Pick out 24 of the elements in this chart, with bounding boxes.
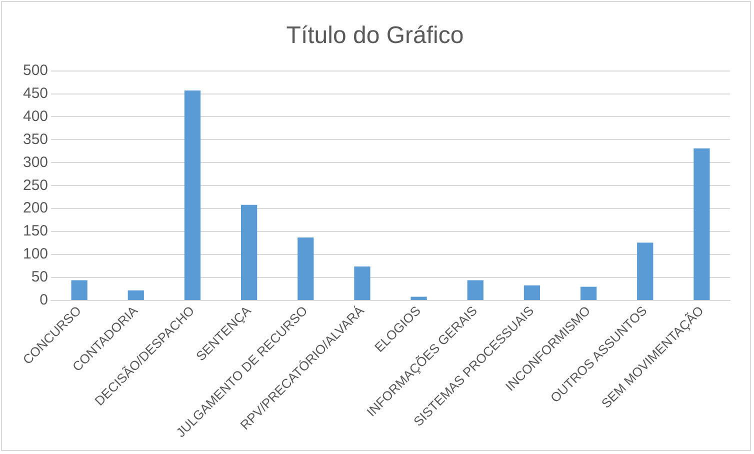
y-tick-label: 150 [22,222,48,240]
bar [128,290,144,300]
bar [298,238,314,300]
bar [71,280,88,300]
y-tick-label: 350 [22,130,48,148]
bar [354,266,370,300]
bar [524,285,540,300]
y-tick-label: 450 [22,84,48,102]
bar [580,286,597,300]
bar [241,204,258,300]
y-tick-label: 100 [22,246,48,263]
bar [410,296,427,300]
chart-title: Título do Gráfico [286,22,464,50]
y-tick-label: 300 [22,154,48,171]
bar [637,242,654,300]
bar [184,90,201,300]
y-tick-label: 200 [22,200,48,217]
bar [694,148,710,300]
bar [467,280,484,300]
y-tick-label: 500 [22,62,48,79]
y-tick-label: 0 [40,292,48,309]
y-tick-label: 250 [22,176,48,194]
y-tick-label: 400 [22,108,48,125]
y-tick-label: 50 [31,268,48,286]
